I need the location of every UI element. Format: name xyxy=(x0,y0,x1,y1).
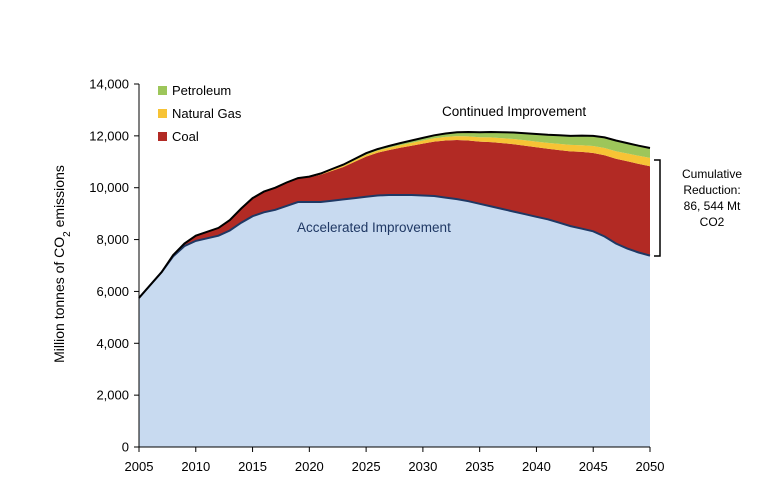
axes: 02,0004,0006,0008,00010,00012,00014,000 … xyxy=(89,77,664,475)
line-accelerated-improvement xyxy=(138,194,651,299)
reduction-note-line-4: CO2 xyxy=(700,215,725,229)
reduction-note-line-3: 86, 544 Mt xyxy=(684,199,741,213)
legend-label: Natural Gas xyxy=(172,106,242,121)
legend: Petroleum Natural Gas Coal xyxy=(158,83,242,144)
annotation-accelerated-improvement: Accelerated Improvement xyxy=(297,220,451,235)
y-tick-label: 2,000 xyxy=(96,388,129,403)
reduction-note-line-1: Cumulative xyxy=(682,167,742,181)
area-natural-gas xyxy=(139,136,650,298)
reduction-bracket xyxy=(654,159,661,257)
x-tick-label: 2030 xyxy=(408,459,437,474)
reduction-note: Cumulative Reduction: 86, 544 Mt CO2 xyxy=(682,167,742,229)
y-tick-label: 10,000 xyxy=(89,180,129,195)
legend-swatch xyxy=(158,132,167,141)
x-axis-ticks: 2005 2010 2015 2020 2025 2030 2035 2040 2045 2050 xyxy=(125,447,665,474)
y-axis-ticks: 0 2,000 4,000 6,000 8,000 10,000 12,000 14,000 xyxy=(89,77,139,455)
x-tick-label: 2025 xyxy=(352,459,381,474)
y-axis-title: Million tonnes of CO2 emissions xyxy=(51,165,73,363)
y-tick-label: 12,000 xyxy=(89,128,129,143)
x-tick-label: 2035 xyxy=(465,459,494,474)
y-tick-label: 14,000 xyxy=(89,77,129,92)
x-tick-label: 2015 xyxy=(238,459,267,474)
area-coal xyxy=(139,140,650,298)
x-tick-label: 2045 xyxy=(579,459,608,474)
legend-label: Petroleum xyxy=(172,83,231,98)
annotation-continued-improvement: Continued Improvement xyxy=(442,104,586,119)
y-tick-label: 8,000 xyxy=(96,232,129,247)
x-tick-label: 2050 xyxy=(636,459,665,474)
x-tick-label: 2020 xyxy=(295,459,324,474)
x-tick-label: 2005 xyxy=(125,459,154,474)
y-tick-label: 6,000 xyxy=(96,284,129,299)
plot-area xyxy=(138,130,651,447)
legend-swatch xyxy=(158,109,167,118)
line-continued-improvement xyxy=(138,130,651,299)
x-tick-label: 2010 xyxy=(181,459,210,474)
reduction-note-line-2: Reduction: xyxy=(683,183,740,197)
y-tick-label: 4,000 xyxy=(96,336,129,351)
legend-label: Coal xyxy=(172,129,199,144)
area-accelerated-improvement xyxy=(139,195,650,447)
x-tick-label: 2040 xyxy=(522,459,551,474)
legend-swatch xyxy=(158,86,167,95)
y-tick-label: 0 xyxy=(122,440,129,455)
